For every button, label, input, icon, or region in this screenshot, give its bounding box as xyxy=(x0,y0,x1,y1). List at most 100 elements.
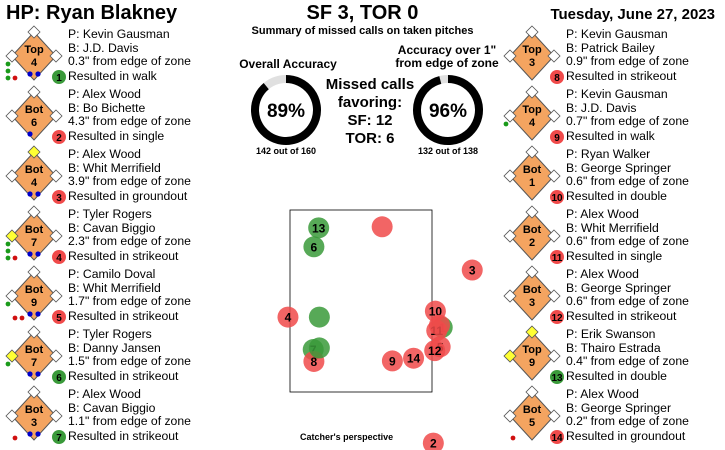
base-3 xyxy=(503,409,517,423)
inning-number: 7 xyxy=(31,237,37,249)
pitch-dot xyxy=(303,236,325,258)
call-pitcher: P: Kevin Gausman xyxy=(566,27,668,41)
strike-dot xyxy=(35,251,41,257)
overall-count: 142 out of 160 xyxy=(255,146,317,156)
call-batter: B: Patrick Bailey xyxy=(566,40,655,55)
call-dist: 0.7" from edge of zone xyxy=(566,114,689,129)
call-number-badge xyxy=(550,190,564,204)
inning-half: Top xyxy=(522,44,542,56)
call-details: P: Alex Wood B: Cavan Biggio 1.1" from edg… xyxy=(68,387,191,429)
pitch-marker: 4 xyxy=(277,306,299,328)
inning-number: 6 xyxy=(31,117,37,129)
call-result: Resulted in strikeout xyxy=(68,369,179,383)
call-pitcher: P: Erik Swanson xyxy=(566,327,656,341)
base-1 xyxy=(49,229,63,243)
call-card-13: Top 9 13 P: Erik Swanson B: Thairo Estrada 0.… xyxy=(503,325,724,388)
ball-dot xyxy=(5,61,11,67)
base-3 xyxy=(5,229,19,243)
call-dist: 0.9" from edge of zone xyxy=(566,54,689,69)
ball-dot xyxy=(5,361,11,367)
base-2 xyxy=(27,325,41,339)
call-batter: B: Whit Merrifield xyxy=(566,220,659,235)
call-pitcher: P: Tyler Rogers xyxy=(68,327,152,341)
strike-dot xyxy=(27,311,33,317)
base-3 xyxy=(5,169,19,183)
call-result: Resulted in walk xyxy=(68,69,157,83)
catcher-perspective-caption: Catcher's perspective xyxy=(300,432,394,442)
overall-pct: 89% xyxy=(267,101,305,122)
strike-dot xyxy=(27,131,33,137)
call-number: 9 xyxy=(554,133,560,144)
call-card-4: Bot 7 4 P: Tyler Rogers B: Cavan Biggio 2.3" … xyxy=(5,205,226,268)
base-3 xyxy=(5,409,19,423)
call-card-6: Bot 7 6 P: Tyler Rogers B: Danny Jansen 1.5" … xyxy=(5,325,226,388)
out-dot xyxy=(12,255,18,261)
call-batter: B: J.D. Davis xyxy=(566,100,637,115)
call-pitcher: P: Alex Wood xyxy=(68,87,141,101)
infield-diamond xyxy=(509,91,555,141)
base-1 xyxy=(547,169,561,183)
call-result: Resulted in groundout xyxy=(566,429,686,443)
base-1 xyxy=(49,409,63,423)
call-result: Resulted in strikeout xyxy=(566,69,677,83)
call-details: P: Alex Wood B: George Springer 0.6" from … xyxy=(566,267,689,309)
call-number: 8 xyxy=(554,73,560,84)
strike-dot xyxy=(35,191,41,197)
strike-dot xyxy=(35,431,41,437)
call-batter: B: Cavan Biggio xyxy=(68,400,156,415)
pitch-dot xyxy=(308,217,330,239)
call-dist: 0.6" from edge of zone xyxy=(566,174,689,189)
inning-number: 5 xyxy=(529,417,535,429)
call-card-1: Top 4 1 P: Kevin Gausman B: J.D. Davis 0.3" f… xyxy=(5,25,226,88)
strike-dot xyxy=(27,431,33,437)
ball-dot xyxy=(5,248,11,254)
overall-accuracy-label: Overall Accuracy xyxy=(239,57,337,71)
strike-dot xyxy=(27,371,33,377)
pitch-number: 6 xyxy=(311,240,318,254)
ball-dot xyxy=(5,241,11,247)
pitch-number: 4 xyxy=(285,311,292,325)
over1-gauge-arc xyxy=(413,75,483,145)
call-number-badge xyxy=(52,250,66,264)
missed-line2: favoring: xyxy=(337,94,403,111)
base-3 xyxy=(503,109,517,123)
base-3 xyxy=(503,169,517,183)
pitch-marker xyxy=(308,306,330,328)
game-score: SF 3, TOR 0 xyxy=(306,2,419,24)
call-dist: 0.6" from edge of zone xyxy=(566,294,689,309)
call-dist: 1.7" from edge of zone xyxy=(68,294,191,309)
infield-diamond xyxy=(509,151,555,201)
over1-pct: 96% xyxy=(429,101,467,122)
call-pitcher: P: Alex Wood xyxy=(68,147,141,161)
base-3 xyxy=(5,109,19,123)
strike-dot xyxy=(27,251,33,257)
call-number-badge xyxy=(550,310,564,324)
inning-number: 3 xyxy=(31,417,37,429)
base-1 xyxy=(547,349,561,363)
infield-diamond xyxy=(11,331,57,381)
pitch-marker xyxy=(428,314,450,336)
call-details: P: Tyler Rogers B: Cavan Biggio 2.3" from … xyxy=(68,207,191,249)
base-3 xyxy=(5,349,19,363)
call-result: Resulted in single xyxy=(566,249,663,263)
call-result: Resulted in strikeout xyxy=(68,309,179,323)
call-number: 11 xyxy=(552,253,563,264)
infield-diamond xyxy=(11,391,57,441)
base-1 xyxy=(49,349,63,363)
strike-dot xyxy=(35,311,41,317)
base-2 xyxy=(27,145,41,159)
inning-half: Top xyxy=(522,104,542,116)
call-number: 1 xyxy=(56,73,62,84)
inning-number: 9 xyxy=(529,357,535,369)
strike-dot xyxy=(27,71,33,77)
call-card-12: Bot 3 12 P: Alex Wood B: George Springer 0.6"… xyxy=(503,265,724,328)
base-2 xyxy=(525,85,539,99)
inning-number: 3 xyxy=(529,297,535,309)
call-details: P: Alex Wood B: George Springer 0.2" from … xyxy=(566,387,689,429)
